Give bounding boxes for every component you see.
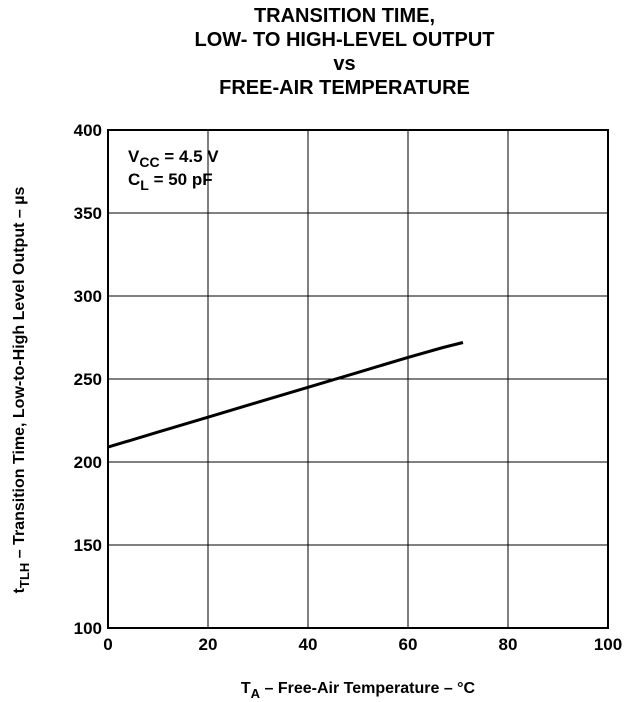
y-tick-label: 150: [74, 536, 102, 555]
series-line: [107, 341, 464, 449]
y-axis-label-sub: TLH: [17, 563, 32, 588]
y-tick-label: 350: [74, 204, 102, 223]
y-axis-label-rest: – Transition Time, Low-to-High Level Out…: [11, 187, 28, 563]
annotation-vcc-rest: = 4.5 V: [160, 147, 220, 166]
x-axis-label: TA – Free-Air Temperature – °C: [241, 680, 476, 701]
y-axis-label: tTLH – Transition Time, Low-to-High Leve…: [11, 187, 32, 594]
annotation-vcc: VCC = 4.5 V: [128, 147, 219, 170]
x-tick-label: 80: [499, 635, 518, 654]
annotation-vcc-main: V: [128, 147, 140, 166]
annotation-cl-sub: L: [140, 177, 149, 193]
title-line-1: TRANSITION TIME,: [253, 5, 436, 27]
annotation-cl-rest: = 50 pF: [149, 170, 213, 189]
plot-frame: [107, 129, 609, 629]
y-tick-label: 100: [74, 619, 102, 638]
y-axis-label-main: t: [11, 587, 28, 593]
x-axis-label-sub: A: [251, 686, 261, 701]
title-line-2: LOW- TO HIGH-LEVEL OUTPUT: [194, 29, 495, 51]
y-tick-label: 200: [74, 453, 102, 472]
chart-title: TRANSITION TIME, LOW- TO HIGH-LEVEL OUTP…: [0, 4, 639, 100]
x-tick-label: 100: [594, 635, 622, 654]
x-axis-label-rest: – Free-Air Temperature – °C: [260, 680, 476, 697]
annotation-vcc-sub: CC: [139, 154, 159, 170]
annotations: VCC = 4.5 V CL = 50 pF: [128, 147, 219, 193]
y-tick-label: 250: [74, 370, 102, 389]
series-layer: [107, 341, 464, 449]
title-line-3: vs: [333, 53, 356, 75]
annotation-cl: CL = 50 pF: [128, 170, 213, 193]
grid: [107, 129, 609, 629]
annotation-cl-main: C: [128, 170, 140, 189]
x-tick-label: 20: [199, 635, 218, 654]
y-tick-label: 300: [74, 287, 102, 306]
tick-labels: 0 20 40 60 80 100 100 150 200 250 300 350 400: [74, 121, 623, 654]
x-axis-label-main: T: [241, 680, 251, 697]
y-tick-label: 400: [74, 121, 102, 140]
x-tick-label: 0: [103, 635, 112, 654]
title-line-4: FREE-AIR TEMPERATURE: [219, 77, 470, 99]
x-tick-label: 60: [399, 635, 418, 654]
x-tick-label: 40: [299, 635, 318, 654]
